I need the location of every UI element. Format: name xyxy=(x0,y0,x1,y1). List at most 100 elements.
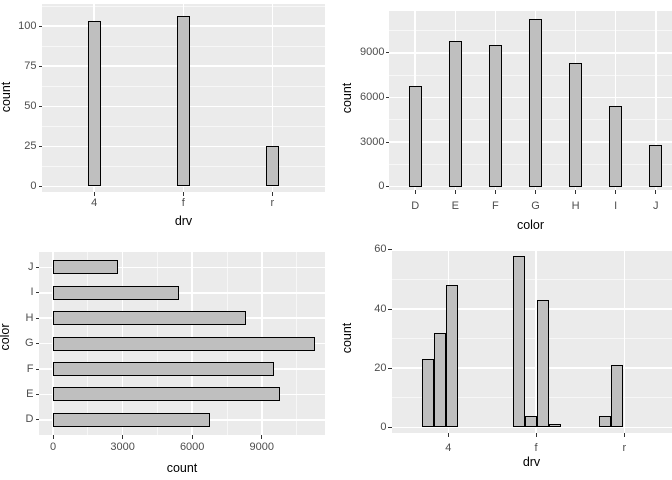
y-axis-title: count xyxy=(340,322,354,354)
gridline-major xyxy=(391,367,672,369)
y-tick-label: 9000 xyxy=(360,46,385,59)
x-axis-title: drv xyxy=(522,454,541,469)
x-axis-title: color xyxy=(516,217,545,232)
y-tick-label: G xyxy=(24,337,34,350)
gridline-major xyxy=(39,266,326,269)
y-tick-mark xyxy=(35,343,39,345)
gridline-major xyxy=(655,11,657,190)
x-tick-mark xyxy=(494,190,496,194)
y-tick-mark xyxy=(35,393,39,395)
y-tick-label: 0 xyxy=(380,420,387,433)
x-tick-mark xyxy=(191,435,193,439)
x-tick-label: f xyxy=(534,442,538,454)
x-tick-label: 9000 xyxy=(249,440,275,453)
x-tick-label: 4 xyxy=(445,442,452,454)
x-tick-label: 6000 xyxy=(179,440,205,453)
y-tick-label: I xyxy=(30,286,34,299)
bar xyxy=(445,285,458,428)
y-tick-label: 0 xyxy=(30,180,37,192)
y-tick-label: D xyxy=(25,413,34,426)
x-tick-mark xyxy=(261,435,263,439)
x-axis-title: count xyxy=(166,460,198,475)
bar xyxy=(512,255,525,428)
y-tick-mark xyxy=(385,52,390,54)
bar xyxy=(408,85,422,187)
y-tick-mark xyxy=(38,25,42,27)
x-tick-mark xyxy=(623,433,625,437)
bar xyxy=(433,332,446,428)
gridline-major xyxy=(39,292,326,294)
y-tick-label: 50 xyxy=(24,99,37,112)
x-tick-label: F xyxy=(492,200,499,212)
x-tick-mark xyxy=(93,192,95,196)
gridline-minor xyxy=(391,397,672,399)
bar xyxy=(536,300,549,428)
y-tick-mark xyxy=(35,317,39,319)
gridline-major xyxy=(271,4,274,193)
gridline-minor xyxy=(391,338,672,339)
y-tick-mark xyxy=(35,292,39,294)
y-tick-mark xyxy=(38,105,42,107)
gridline-minor xyxy=(391,279,672,280)
x-tick-mark xyxy=(655,190,657,194)
gridline-major xyxy=(614,11,617,190)
bar xyxy=(548,424,561,428)
x-tick-mark xyxy=(535,190,536,194)
y-tick-mark xyxy=(385,141,390,143)
bar xyxy=(649,144,663,187)
x-tick-mark xyxy=(52,435,54,439)
x-tick-label: f xyxy=(181,197,185,209)
bar xyxy=(488,44,503,187)
x-tick-mark xyxy=(535,433,537,437)
x-axis-title: drv xyxy=(174,213,193,228)
x-tick-mark xyxy=(122,435,124,439)
bar xyxy=(176,16,190,187)
bar xyxy=(524,415,537,428)
x-tick-label: J xyxy=(653,200,659,212)
y-tick-mark xyxy=(388,367,392,369)
y-tick-mark xyxy=(38,65,42,67)
x-tick-label: H xyxy=(571,200,580,212)
y-tick-label: 100 xyxy=(18,19,37,32)
bar xyxy=(599,415,612,428)
y-tick-mark xyxy=(35,368,39,370)
y-tick-label: J xyxy=(28,260,34,273)
y-tick-label: 60 xyxy=(374,243,387,256)
bar xyxy=(611,365,624,428)
bar xyxy=(53,311,246,326)
y-tick-label: F xyxy=(26,362,34,375)
y-tick-label: 0 xyxy=(378,180,385,193)
bar xyxy=(448,41,462,187)
bar xyxy=(53,285,179,300)
bar xyxy=(568,63,583,187)
y-tick-mark xyxy=(388,308,392,310)
y-tick-label: E xyxy=(26,387,34,400)
y-tick-mark xyxy=(388,426,392,428)
x-tick-label: r xyxy=(270,197,275,209)
y-tick-mark xyxy=(35,419,39,421)
y-tick-mark xyxy=(388,249,392,251)
y-tick-label: 20 xyxy=(374,361,387,374)
gridline-major xyxy=(391,426,672,429)
bar xyxy=(53,336,315,351)
x-tick-label: 3000 xyxy=(110,440,135,453)
bar xyxy=(53,387,281,402)
y-tick-label: H xyxy=(25,311,34,324)
x-tick-label: D xyxy=(411,200,420,212)
bar xyxy=(87,21,101,187)
bar xyxy=(265,146,280,187)
y-tick-mark xyxy=(38,186,42,187)
y-tick-label: 75 xyxy=(24,59,37,72)
bar xyxy=(53,412,211,427)
y-tick-label: 25 xyxy=(24,139,37,152)
gridline-major xyxy=(535,249,537,434)
gridline-major xyxy=(389,185,672,188)
x-tick-label: E xyxy=(451,200,459,212)
gridline-major xyxy=(391,249,672,251)
y-tick-label: 3000 xyxy=(360,135,385,148)
bar xyxy=(53,260,119,275)
